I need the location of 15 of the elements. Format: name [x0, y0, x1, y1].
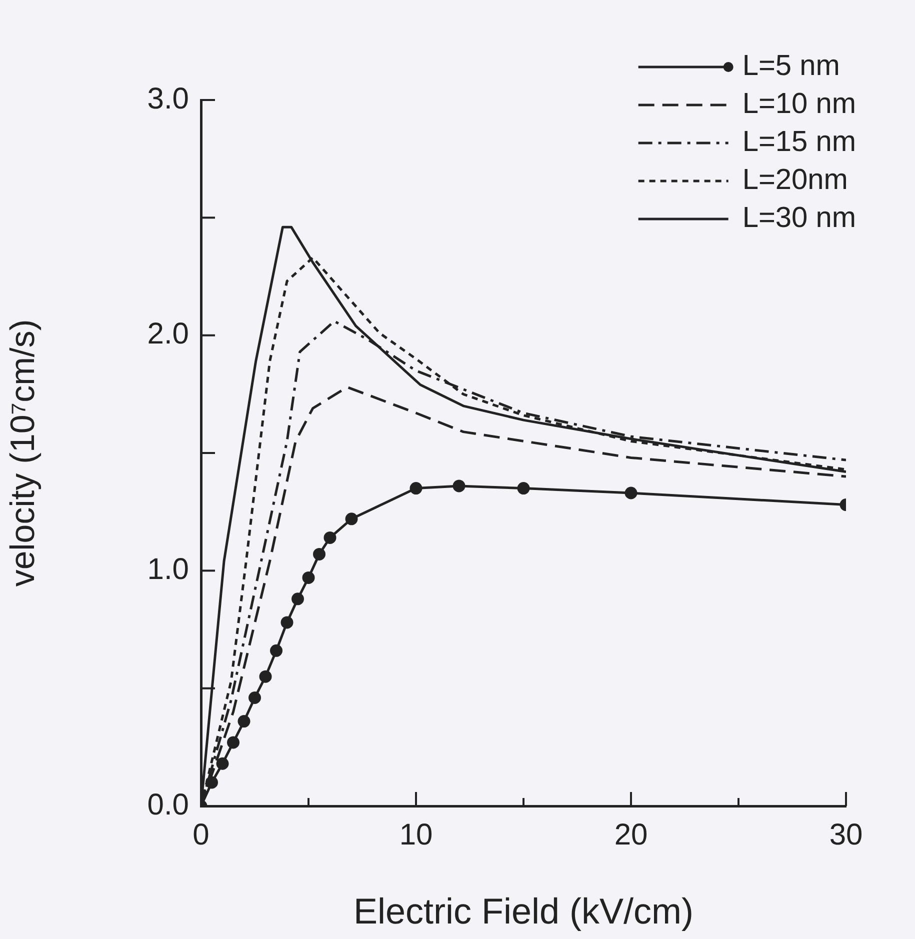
x-tick-label: 0 [192, 818, 210, 852]
legend-label: L=15 nm [742, 126, 856, 158]
y-tick-label: 1.0 [147, 552, 189, 586]
y-tick-label: 3.0 [147, 82, 189, 116]
y-tick-label: 0.0 [147, 788, 189, 822]
x-tick-label: 10 [399, 818, 433, 852]
legend-label: L=20nm [742, 164, 848, 196]
legend-label: L=10 nm [742, 88, 856, 120]
y-tick-label: 2.0 [147, 318, 189, 351]
legend-label: L=30 nm [742, 202, 856, 234]
legend-label: L=5 nm [742, 50, 840, 82]
x-tick-label: 30 [829, 818, 863, 852]
x-tick-label: 20 [614, 818, 648, 852]
y-axis-title: velocity (10⁷cm/s) [4, 319, 42, 587]
x-axis-title: Electric Field (kV/cm) [353, 890, 694, 932]
